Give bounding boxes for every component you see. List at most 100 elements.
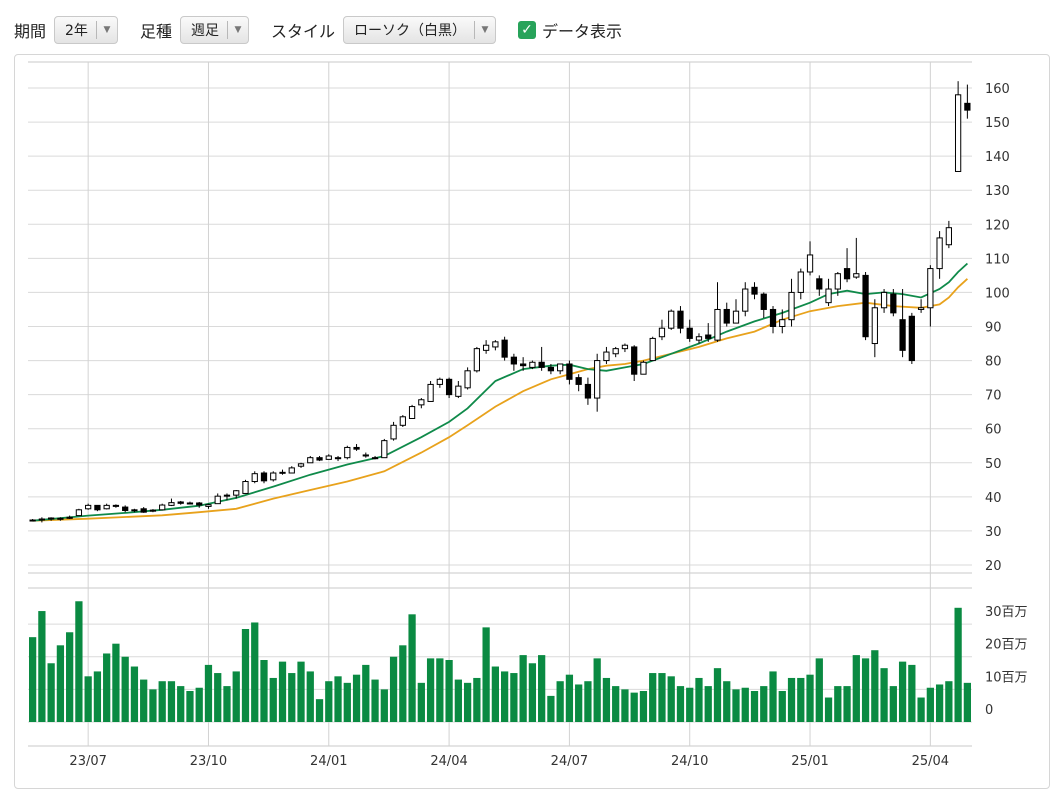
- candle-body: [196, 502, 203, 506]
- candle-body: [566, 363, 573, 380]
- volume-bar: [806, 674, 814, 722]
- volume-bar: [38, 611, 46, 722]
- volume-bar: [158, 681, 166, 722]
- volume-bar: [130, 666, 139, 722]
- candle-body: [788, 291, 795, 321]
- volume-bar: [177, 686, 185, 722]
- candle-body: [85, 504, 92, 510]
- volume-bar: [649, 673, 657, 722]
- date-tick-label: 23/10: [190, 754, 227, 769]
- volume-tick-label: 20百万: [985, 638, 1028, 653]
- volume-bar: [695, 677, 703, 722]
- candle-body: [482, 344, 490, 351]
- candle-body: [917, 307, 925, 310]
- volume-bar: [815, 658, 823, 722]
- volume-bar: [269, 677, 277, 722]
- candle-body: [853, 273, 860, 278]
- candle-body: [427, 383, 434, 402]
- style-label: スタイル: [270, 22, 335, 41]
- period-select[interactable]: 2年 ▼: [54, 16, 118, 44]
- volume-bar: [778, 691, 786, 722]
- volume-bar: [898, 661, 907, 722]
- volume-bar: [723, 681, 731, 722]
- chart-controls: 期間 2年 ▼ 足種 週足 ▼ スタイル ローソク（白黒） ▼ ✓ データ表示: [14, 12, 1050, 48]
- candle-body: [177, 501, 184, 504]
- candle-body: [399, 416, 406, 426]
- candle-body: [214, 495, 221, 505]
- candle-body: [714, 308, 721, 341]
- price-tick-label: 60: [985, 423, 1002, 438]
- candle-body: [492, 341, 499, 348]
- volume-bar: [612, 686, 620, 722]
- candle-body: [954, 94, 962, 172]
- volume-bar: [519, 655, 527, 722]
- price-tick-label: 30: [985, 525, 1002, 540]
- volume-bar: [861, 658, 870, 722]
- volume-bar: [852, 655, 860, 722]
- style-select[interactable]: ローソク（白黒） ▼: [342, 16, 496, 44]
- date-tick-label: 24/10: [671, 754, 708, 769]
- price-tick-label: 80: [985, 355, 1002, 370]
- candle-body: [140, 508, 147, 513]
- date-tick-label: 25/01: [791, 754, 828, 769]
- volume-bar: [704, 686, 712, 722]
- price-tick-label: 110: [985, 252, 1010, 267]
- candle-body: [94, 504, 101, 511]
- candle-body: [57, 517, 64, 520]
- chevron-down-icon[interactable]: ▼: [481, 25, 489, 35]
- price-tick-label: 50: [985, 457, 1002, 472]
- volume-bar: [380, 689, 388, 722]
- volume-bar: [926, 687, 934, 722]
- volume-bar: [454, 679, 462, 722]
- volume-bar: [686, 687, 694, 722]
- volume-bar: [84, 676, 92, 722]
- volume-bar: [602, 677, 611, 722]
- chevron-down-icon[interactable]: ▼: [103, 25, 111, 35]
- price-tick-label: 120: [985, 218, 1010, 233]
- candle-body: [464, 370, 471, 389]
- candle-body: [251, 473, 258, 483]
- volume-bar: [371, 679, 379, 722]
- volume-bar: [732, 689, 740, 722]
- volume-bar: [769, 671, 777, 722]
- candle-body: [131, 509, 138, 512]
- candle-body: [584, 383, 592, 399]
- volume-bar: [417, 682, 425, 722]
- candle-body: [890, 293, 897, 314]
- candle-body: [381, 440, 388, 459]
- candle-body: [29, 519, 36, 522]
- volume-bar: [112, 643, 120, 722]
- candle-body: [112, 504, 120, 507]
- bar-type-value: 週足: [190, 23, 219, 39]
- volume-bar: [834, 686, 842, 722]
- candle-body: [612, 348, 619, 355]
- volume-bar: [565, 674, 574, 722]
- bar-type-select[interactable]: 週足 ▼: [179, 16, 249, 44]
- chevron-down-icon[interactable]: ▼: [234, 25, 242, 35]
- date-tick-label: 24/07: [551, 754, 588, 769]
- candle-body: [445, 378, 453, 396]
- volume-bar: [399, 645, 407, 722]
- volume-bar: [436, 658, 444, 722]
- candle-body: [751, 286, 758, 295]
- candle-body: [723, 308, 730, 324]
- volume-bar: [343, 682, 351, 722]
- volume-bar: [389, 656, 398, 722]
- volume-bar: [66, 632, 74, 722]
- candle-body: [168, 502, 175, 506]
- show-data-checkbox[interactable]: ✓: [517, 21, 536, 39]
- volume-bar: [149, 689, 157, 722]
- volume-bar: [621, 689, 629, 722]
- show-data-label[interactable]: データ表示: [541, 22, 622, 41]
- volume-bar: [750, 691, 759, 722]
- candle-body: [205, 504, 212, 507]
- candle-body: [964, 102, 971, 111]
- candle-body: [418, 399, 425, 406]
- volume-bar: [954, 607, 962, 722]
- candle-body: [899, 319, 906, 351]
- candle-body: [510, 356, 518, 365]
- volume-bar: [278, 661, 287, 722]
- volume-bar: [639, 691, 648, 722]
- candle-body: [325, 455, 332, 460]
- volume-bar: [251, 622, 259, 722]
